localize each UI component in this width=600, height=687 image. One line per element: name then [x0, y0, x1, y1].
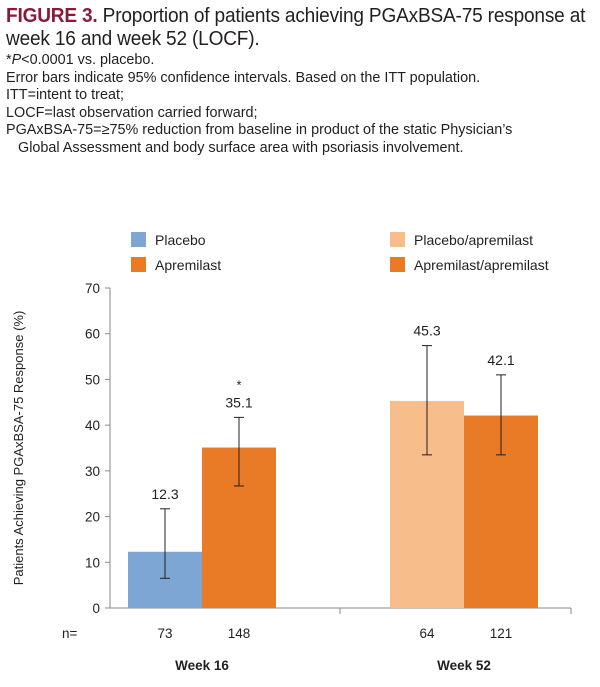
data-label: 35.1 — [225, 394, 252, 410]
n-value: 121 — [490, 626, 513, 641]
note-pgaxbsa: PGAxBSA-75=≥75% reduction from baseline … — [6, 122, 513, 139]
y-tick-label: 50 — [85, 372, 100, 387]
y-tick-label: 0 — [92, 601, 100, 616]
data-label: 12.3 — [151, 486, 178, 502]
legend-label: Placebo — [155, 232, 206, 248]
category-label: Week 16 — [175, 658, 229, 673]
note-error-bars: Error bars indicate 95% confidence inter… — [6, 69, 481, 86]
figure-label: FIGURE 3. — [6, 4, 98, 27]
legend-swatch — [131, 257, 146, 272]
y-tick-label: 40 — [85, 418, 100, 433]
y-tick-label: 30 — [85, 464, 100, 479]
category-label: Week 52 — [437, 658, 491, 673]
n-label: n= — [62, 626, 78, 641]
figure-title-line2: week 16 and week 52 (LOCF). — [6, 27, 260, 50]
figure-notes: *P<0.0001 vs. placebo. Error bars indica… — [6, 52, 596, 158]
n-value: 73 — [157, 626, 172, 641]
legend-swatch — [131, 232, 146, 247]
note-pvalue: *P<0.0001 vs. placebo. — [6, 52, 155, 68]
y-tick-label: 60 — [85, 327, 100, 342]
figure-title: FIGURE 3. Proportion of patients achievi… — [6, 4, 600, 50]
significance-marker: * — [236, 377, 241, 392]
note-locf: LOCF=last observation carried forward; — [6, 104, 258, 121]
note-itt: ITT=intent to treat; — [6, 87, 124, 104]
y-tick-label: 10 — [85, 555, 100, 570]
note-pgaxbsa-cont: Global Assessment and body surface area … — [18, 139, 464, 156]
y-axis-label: Patients Achieving PGAxBSA-75 Response (… — [11, 311, 26, 586]
data-label: 42.1 — [487, 352, 514, 368]
n-value: 64 — [419, 626, 435, 641]
figure-header: FIGURE 3. Proportion of patients achievi… — [6, 4, 596, 158]
legend-label: Apremilast — [155, 257, 221, 273]
data-label: 45.3 — [413, 323, 440, 339]
legend-swatch — [390, 232, 405, 247]
legend-label: Apremilast/apremilast — [414, 257, 549, 273]
legend-swatch — [390, 257, 405, 272]
y-tick-label: 70 — [85, 281, 100, 296]
figure-title-line1: Proportion of patients achieving PGAxBSA… — [97, 4, 586, 27]
n-value: 148 — [228, 626, 251, 641]
y-tick-label: 20 — [85, 510, 100, 525]
legend-label: Placebo/apremilast — [414, 232, 533, 248]
